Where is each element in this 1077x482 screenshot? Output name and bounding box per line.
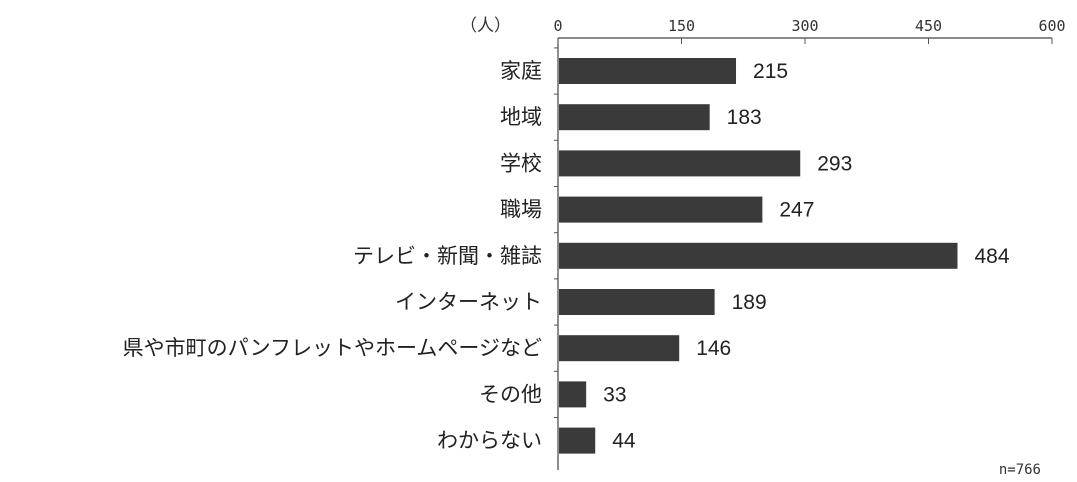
bar	[559, 427, 596, 454]
sample-size-note: n=766	[999, 462, 1041, 478]
bar	[559, 289, 715, 315]
value-label: 146	[696, 337, 731, 360]
category-labels: 家庭地域学校職場テレビ・新聞・雑誌インターネット県や市町のパンフレットやホームペ…	[123, 59, 542, 453]
bar	[559, 196, 763, 223]
x-tick-label: 150	[668, 17, 695, 35]
x-tick-label: 600	[1038, 17, 1065, 35]
bar	[559, 335, 680, 362]
bar	[559, 242, 958, 269]
value-label: 33	[603, 383, 626, 406]
bar	[559, 58, 737, 84]
category-label: 職場	[500, 198, 542, 222]
category-label: その他	[479, 382, 542, 406]
bar	[559, 381, 587, 408]
category-label: 県や市町のパンフレットやホームページなど	[123, 336, 542, 360]
x-tick-label: 450	[915, 17, 942, 35]
category-label: わからない	[437, 429, 542, 453]
value-label: 183	[727, 106, 762, 129]
bar	[559, 104, 710, 131]
category-label: 地域	[500, 105, 542, 129]
unit-label: （人）	[460, 16, 511, 36]
category-label: 家庭	[500, 59, 542, 83]
bars	[554, 47, 958, 454]
value-label: 215	[753, 60, 788, 83]
x-tick-label: 0	[553, 17, 562, 35]
value-label: 484	[974, 245, 1009, 268]
value-axis-ticks: 0 150 300 450 600	[553, 17, 1066, 44]
category-label: インターネット	[395, 290, 542, 314]
value-label: 293	[817, 152, 852, 175]
bar	[559, 150, 801, 177]
value-label: 247	[779, 199, 814, 222]
value-label: 189	[732, 291, 767, 314]
category-label: 学校	[500, 151, 542, 175]
category-label: テレビ・新聞・雑誌	[353, 244, 542, 268]
x-tick-label: 300	[791, 17, 818, 35]
value-label: 44	[612, 430, 636, 453]
